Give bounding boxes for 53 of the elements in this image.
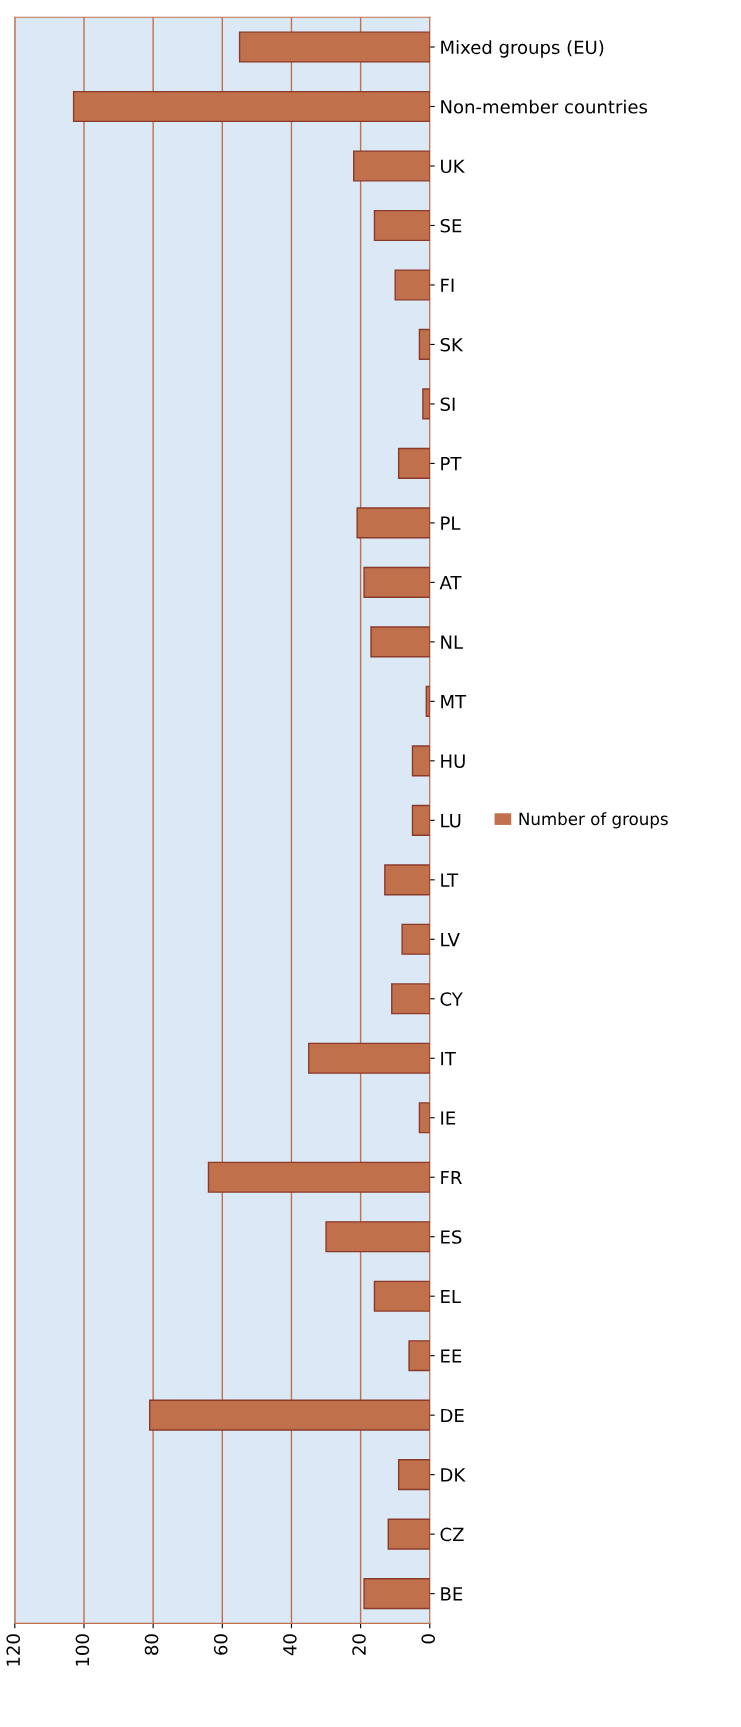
bar [384, 864, 430, 896]
y-tick-label: EE [441, 1349, 462, 1363]
y-tick-label: BE [441, 1587, 463, 1601]
x-tick-label: 80 [144, 1634, 159, 1655]
bar [411, 804, 430, 836]
bar [387, 1518, 430, 1550]
y-tick-label: HU [441, 754, 465, 768]
y-tick-label: CZ [440, 1527, 464, 1542]
y-tick-label: IE [441, 1111, 456, 1125]
y-tick-label: EL [441, 1289, 461, 1304]
x-tick-label: 20 [352, 1634, 366, 1655]
bar [363, 1578, 430, 1610]
y-tick-label: LV [441, 932, 460, 947]
y-tick-label: MT [441, 695, 467, 709]
bar [370, 626, 430, 658]
y-tick-label: SE [440, 218, 462, 233]
legend-label: Number of groups [519, 812, 668, 829]
y-tick-label: PT [441, 457, 462, 471]
x-tick-label: 0 [421, 1634, 436, 1644]
x-tick-label: 120 [6, 1634, 21, 1666]
y-tick-label: DE [441, 1408, 464, 1423]
y-tick-label: UK [441, 159, 465, 174]
bar [418, 1102, 430, 1134]
y-tick-label: SK [440, 337, 464, 352]
bar [397, 1459, 430, 1491]
y-tick-label: SI [440, 397, 455, 412]
y-tick-label: FR [441, 1170, 462, 1185]
y-tick-label: ES [441, 1230, 462, 1244]
y-tick-label: Mixed groups (EU) [441, 40, 604, 58]
bar [363, 566, 430, 598]
y-tick-label: NL [441, 635, 463, 649]
y-tick-label: LU [441, 814, 461, 828]
bar [422, 388, 430, 420]
y-tick-label: FI [441, 278, 454, 292]
x-tick-label: 100 [75, 1634, 90, 1666]
bar [408, 1340, 430, 1372]
y-tick-label: DK [441, 1468, 466, 1482]
y-tick-label: LT [441, 873, 459, 887]
bar [373, 209, 430, 242]
bar [401, 923, 430, 955]
y-tick-label: AT [439, 576, 462, 590]
y-tick-label: IT [441, 1051, 456, 1066]
y-tick-label: CY [440, 992, 463, 1006]
bar [418, 328, 430, 361]
bar [411, 745, 430, 777]
bar [397, 447, 430, 479]
bar [391, 983, 430, 1015]
bar [373, 1280, 430, 1312]
y-tick-label: Non-member countries [441, 99, 648, 114]
x-tick-label: 40 [283, 1634, 297, 1656]
x-tick-label: 60 [213, 1634, 228, 1655]
y-tick-label: PL [441, 516, 461, 530]
bar [394, 269, 430, 301]
